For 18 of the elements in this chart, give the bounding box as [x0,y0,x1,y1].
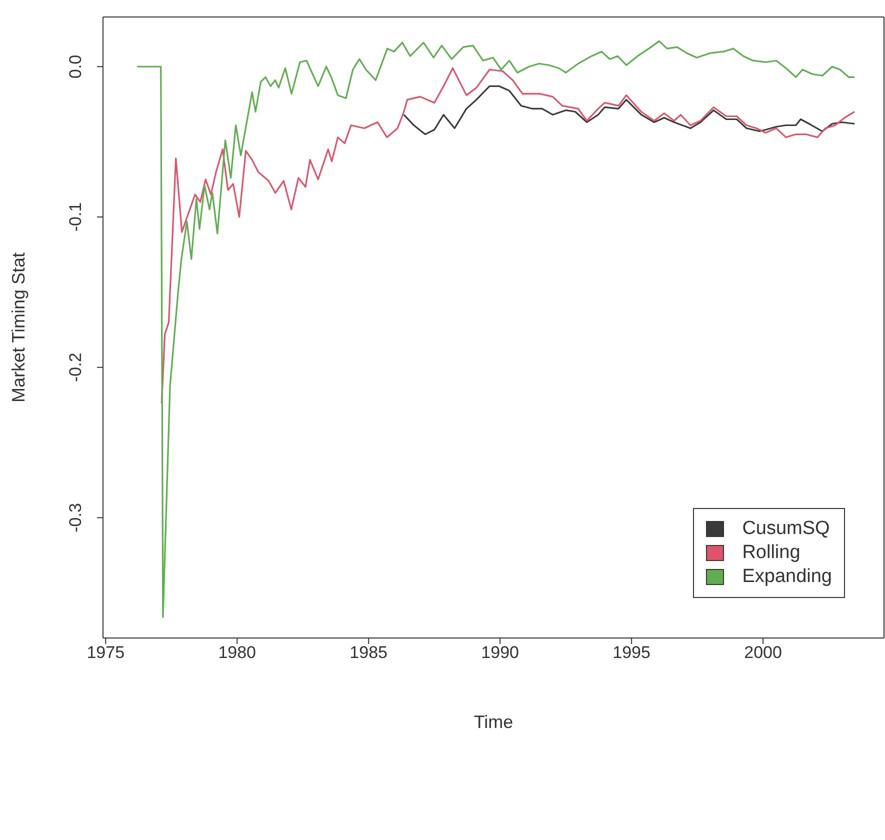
legend-label: Rolling [742,541,800,565]
y-axis-title: Market Timing Stat [8,252,28,403]
line-series [403,85,856,136]
line-series [160,67,856,404]
y-tick-label: -0.2 [66,352,85,382]
x-tick-label: 1995 [612,643,650,662]
y-tick-label: -0.1 [66,202,85,232]
line-series [136,40,856,618]
x-axis-title: Time [474,712,514,732]
x-tick-label: 1985 [350,643,388,662]
x-tick-label: 1975 [86,643,125,662]
legend-label: Expanding [742,565,832,589]
x-tick-label: 1990 [481,643,519,662]
legend-label: CusumSQ [742,517,830,541]
y-tick-label: -0.3 [66,503,85,532]
y-tick-label: 0.0 [66,54,85,78]
x-tick-label: 1980 [218,643,256,662]
x-tick-label: 2000 [744,643,782,662]
